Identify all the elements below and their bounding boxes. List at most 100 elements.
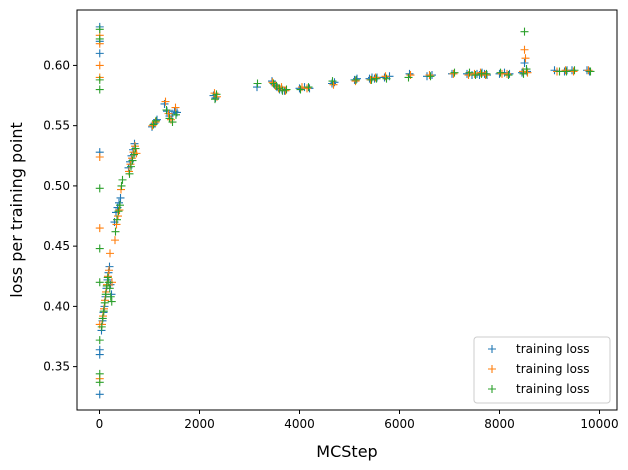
y-tick-label: 0.45	[43, 239, 70, 253]
series-3-point	[282, 85, 291, 94]
series-2-point	[95, 61, 104, 70]
series-2-point	[106, 249, 114, 258]
series-2-point	[303, 84, 311, 93]
x-axis: 0 2000 4000 6000 8000 10000	[96, 410, 619, 431]
series-1-point	[405, 69, 414, 78]
series-3-point	[372, 74, 381, 83]
series-3-point	[296, 85, 305, 94]
series-3-point	[95, 278, 104, 287]
y-axis: 0.35 0.40 0.45 0.50 0.55 0.60	[43, 58, 77, 374]
series-3-point	[172, 110, 180, 119]
series-2-point	[277, 83, 286, 92]
series-3-point	[450, 68, 459, 77]
series-3-point	[152, 116, 160, 125]
series-3-point	[211, 95, 219, 104]
legend-marker-2	[488, 365, 496, 373]
series-2-point	[111, 236, 119, 245]
series-3-point	[100, 298, 109, 307]
series-3-point	[465, 68, 474, 77]
series-3-point	[352, 75, 360, 84]
series-3-point	[482, 69, 491, 78]
x-tick-label: 8000	[484, 417, 515, 431]
series-2-point	[171, 103, 180, 112]
series-3-point	[98, 314, 107, 323]
series-2-point	[476, 68, 485, 77]
series-3-point	[113, 215, 121, 224]
series-3-point	[95, 336, 104, 345]
series-3-point	[95, 244, 104, 253]
data-points	[95, 22, 595, 399]
x-tick-label: 10000	[580, 417, 618, 431]
series-3-point	[304, 83, 313, 92]
series-3-point	[95, 75, 104, 84]
series-3-point	[118, 175, 127, 184]
series-2-point	[584, 66, 593, 75]
series-1-point	[95, 390, 104, 399]
series-3-point	[555, 67, 564, 76]
series-3-point	[471, 71, 480, 80]
series-2-point	[520, 45, 529, 54]
series-3-point	[278, 86, 287, 95]
series-1-point	[116, 193, 125, 202]
series-2-point	[569, 67, 578, 76]
series-3-point	[496, 68, 505, 77]
y-tick-label: 0.40	[43, 299, 70, 313]
series-2-point	[523, 68, 532, 77]
series-3-point	[130, 150, 138, 159]
y-tick-label: 0.60	[43, 58, 70, 72]
series-3-point	[95, 184, 104, 193]
series-1-point	[380, 73, 389, 82]
series-3-point	[519, 69, 528, 78]
series-2-point	[521, 54, 530, 63]
series-3-point	[404, 73, 413, 82]
series-3-point	[116, 201, 124, 210]
legend-marker-3	[488, 385, 496, 393]
x-axis-label: MCStep	[316, 442, 377, 461]
legend-label-3: training loss	[516, 382, 589, 396]
y-axis-label: loss per training point	[7, 122, 26, 298]
series-3-point	[162, 106, 171, 114]
series-3-point	[95, 34, 104, 43]
x-tick-label: 0	[96, 417, 104, 431]
series-2-point	[481, 71, 490, 80]
series-3-point	[95, 369, 104, 378]
series-2-point	[561, 66, 570, 75]
series-3-point	[382, 74, 391, 83]
plot-frame	[76, 9, 618, 411]
series-3-point	[99, 307, 108, 316]
series-3-point	[562, 67, 571, 76]
series-3-point	[520, 27, 529, 36]
series-2-point	[95, 224, 104, 233]
series-3-point	[168, 118, 177, 127]
series-3-point	[504, 71, 513, 80]
series-2-point	[449, 69, 458, 78]
series-3-point	[117, 181, 126, 190]
series-1-point	[520, 59, 529, 68]
series-3-point	[114, 207, 123, 216]
series-2-point	[161, 97, 170, 106]
series-3-point	[328, 77, 337, 86]
series-3-point	[104, 278, 113, 287]
series-1-point	[95, 350, 104, 359]
series-2-point	[105, 266, 113, 275]
series-3-point	[426, 72, 435, 81]
series-3-point	[95, 25, 104, 34]
y-tick-label: 0.55	[43, 119, 70, 133]
series-3-point	[127, 162, 135, 171]
series-3-point	[103, 273, 112, 282]
series-3-point	[367, 75, 376, 84]
series-3-point	[125, 169, 134, 178]
series-3-point	[570, 66, 579, 75]
x-tick-label: 6000	[384, 417, 415, 431]
series-3-point	[522, 65, 531, 74]
series-2-point	[95, 152, 104, 161]
series-3-point	[95, 378, 104, 387]
series-3-point	[212, 90, 221, 99]
legend: training loss training loss training loss	[473, 336, 611, 404]
series-3-point	[586, 67, 595, 76]
legend-marker-1	[488, 345, 496, 353]
series-3-point	[253, 79, 262, 88]
legend-label-2: training loss	[516, 362, 589, 376]
legend-box	[473, 336, 611, 404]
